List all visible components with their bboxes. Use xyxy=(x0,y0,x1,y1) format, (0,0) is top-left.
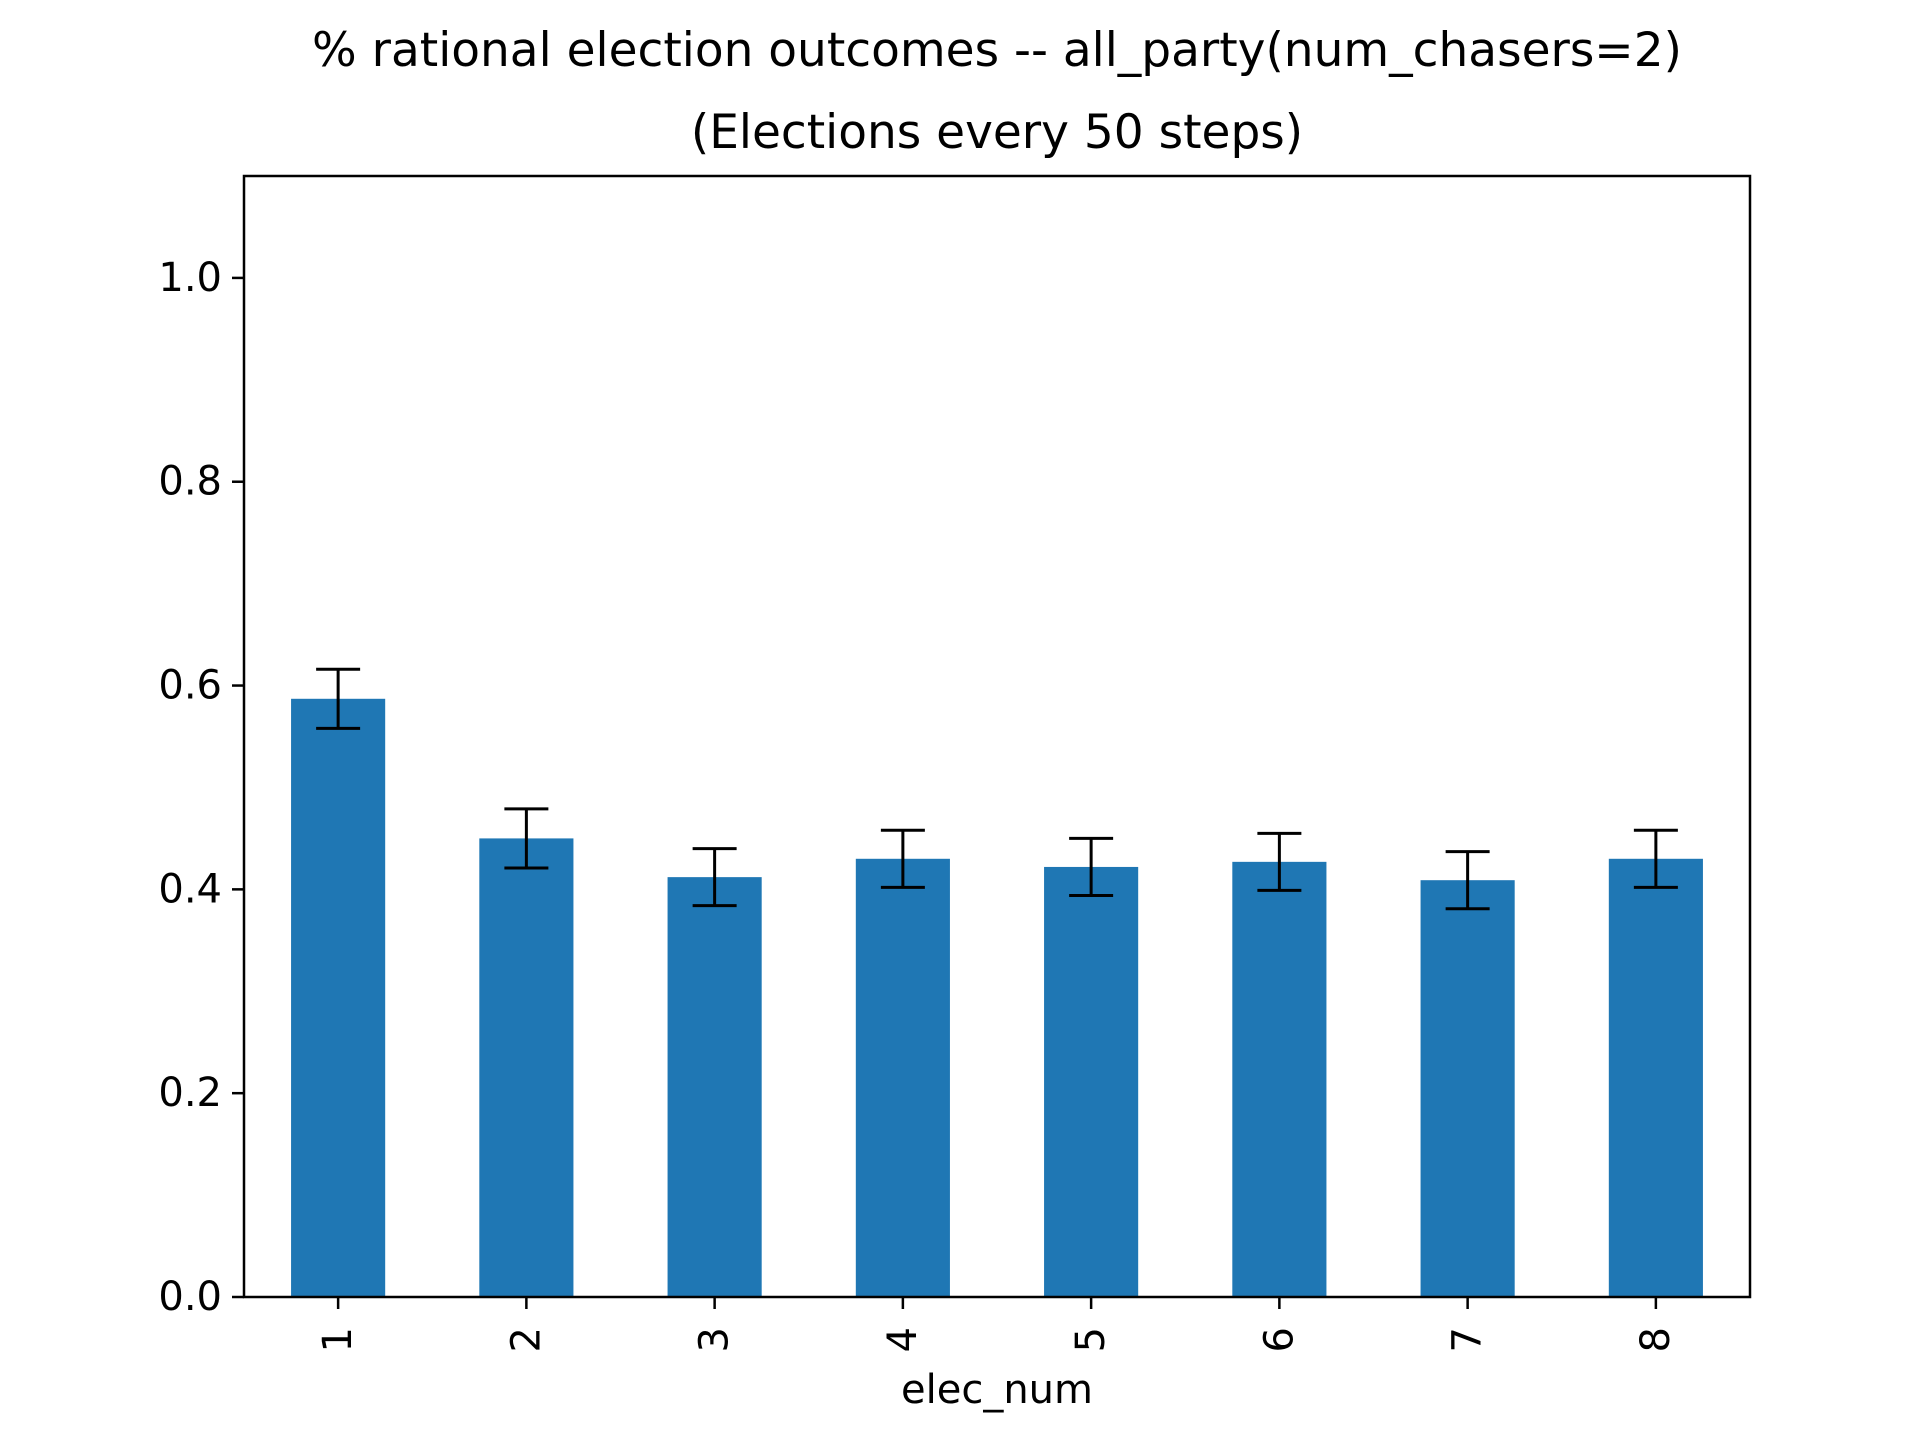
bar-8 xyxy=(1608,858,1703,1297)
x-tick-label-1: 1 xyxy=(315,1327,361,1352)
x-tick-label-7: 7 xyxy=(1445,1327,1491,1352)
x-tick-label-2: 2 xyxy=(503,1327,549,1352)
y-tick-label-0.8: 0.8 xyxy=(158,459,222,505)
y-tick-label-0.4: 0.4 xyxy=(158,866,222,912)
x-tick-label-3: 3 xyxy=(692,1327,738,1352)
bar-4 xyxy=(855,858,950,1297)
errorbar-3 xyxy=(692,847,737,908)
bar-6 xyxy=(1232,861,1327,1297)
errorbars-layer xyxy=(316,667,1678,911)
x-tick-label-5: 5 xyxy=(1068,1327,1114,1352)
bar-1 xyxy=(291,698,386,1297)
errorbar-2 xyxy=(504,807,549,870)
bar-2 xyxy=(479,838,574,1297)
y-tick-label-0.6: 0.6 xyxy=(158,663,222,709)
errorbar-8 xyxy=(1633,828,1678,889)
plot-frame xyxy=(242,174,1752,1299)
errorbar-7 xyxy=(1445,850,1490,911)
x-axis-label: elec_num xyxy=(901,1367,1093,1413)
bars-layer xyxy=(291,698,1703,1297)
x-axis: 1 2 3 4 5 6 7 8 xyxy=(315,1297,1679,1352)
errorbar-6 xyxy=(1257,831,1302,892)
y-axis: 0.0 0.2 0.4 0.6 0.8 1.0 xyxy=(158,255,244,1320)
x-tick-label-6: 6 xyxy=(1256,1327,1302,1352)
errorbar-5 xyxy=(1069,836,1114,897)
bar-3 xyxy=(667,877,762,1297)
errorbar-1 xyxy=(316,667,361,730)
x-tick-label-4: 4 xyxy=(880,1327,926,1352)
y-tick-label-0.2: 0.2 xyxy=(158,1070,222,1116)
errorbar-4 xyxy=(880,828,925,889)
bar-7 xyxy=(1420,880,1515,1297)
chart-title: % rational election outcomes -- all_part… xyxy=(312,23,1682,78)
y-tick-label-1.0: 1.0 xyxy=(158,255,222,301)
bar-5 xyxy=(1044,866,1139,1297)
x-tick-label-8: 8 xyxy=(1633,1327,1679,1352)
y-tick-label-0.0: 0.0 xyxy=(158,1274,222,1320)
chart-subtitle: (Elections every 50 steps) xyxy=(691,105,1303,160)
